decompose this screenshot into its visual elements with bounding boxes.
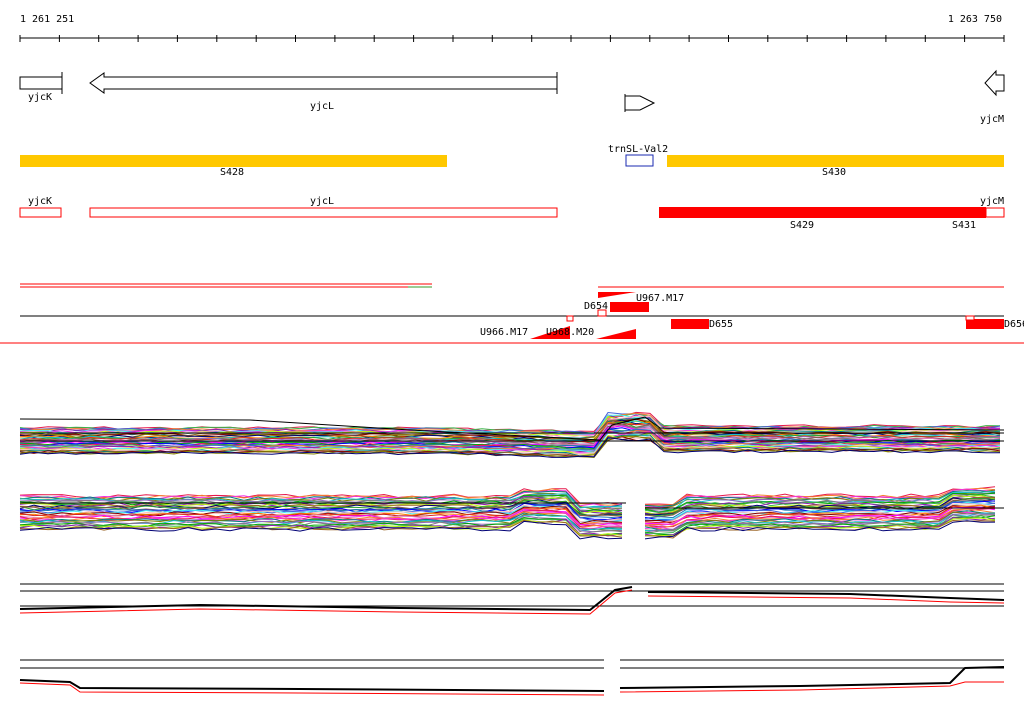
profile-1-trace — [19, 437, 1001, 458]
profile-3-trace — [647, 591, 1005, 601]
feature-D656-box — [965, 315, 975, 321]
cds-yjcL-label: yjcL — [310, 196, 334, 207]
gene-trna-arrow — [624, 95, 656, 111]
profile-2-trace-right — [644, 500, 996, 519]
profile-2-trace-left — [19, 520, 623, 540]
profile-4-trace — [619, 681, 1004, 693]
profile-2-trace-right — [644, 492, 996, 513]
profile-3-trace — [19, 586, 633, 612]
feature-D655-label: D655 — [709, 319, 733, 330]
cds-S429-label: S429 — [790, 220, 814, 231]
transcript-trnSL-Val2-box[interactable] — [625, 154, 654, 167]
profile-1-trace — [19, 431, 1001, 455]
profile-2-trace-left — [19, 495, 623, 514]
gene-yjcM-label: yjcM — [980, 114, 1004, 125]
feature-U967-wedge[interactable] — [598, 292, 636, 298]
profile-2-trace-left — [19, 516, 623, 536]
profile-2-trace-right — [644, 511, 996, 532]
profile-2-trace-right — [644, 514, 995, 534]
profile-2-trace-right — [644, 519, 996, 539]
transcript-track: S428 trnSL-Val2 S430 — [20, 144, 1004, 178]
gene-trna[interactable] — [624, 94, 656, 112]
feature-small-box-left[interactable] — [566, 315, 574, 322]
profile-4-trace — [619, 666, 1005, 689]
profile-4-trace — [19, 682, 605, 696]
cds-S431-label: S431 — [952, 220, 976, 231]
profile-2-trace-left — [19, 508, 623, 527]
profile-2-trace-left — [19, 519, 623, 538]
feature-U967-label: U967.M17 — [636, 293, 684, 304]
profile-2-trace-right — [644, 505, 996, 524]
feature-U966-label: U966.M17 — [480, 327, 528, 338]
cds-yjcM-box[interactable] — [985, 207, 1005, 218]
feature-D654-box[interactable] — [597, 309, 607, 317]
coordinate-ruler: 1 261 251 1 263 750 — [19, 14, 1005, 42]
gene-track: yjcK yjcL yjcM — [19, 69, 1005, 125]
feature-D654-bar[interactable] — [610, 302, 649, 312]
gene-yjcL-label: yjcL — [310, 101, 334, 112]
feature-U968-wedge[interactable] — [596, 329, 636, 339]
profile-1-trace — [19, 435, 1001, 457]
gene-yjcL[interactable]: yjcL — [89, 72, 558, 112]
cds-yjcL-box[interactable] — [89, 207, 558, 218]
transcript-S428-label: S428 — [220, 167, 244, 178]
feature-track: U967.M17 D654 U966.M17 U968.M20 D655 D65… — [0, 283, 1024, 344]
profile-2-trace-left — [19, 490, 623, 508]
gene-yjcM-arrow — [984, 69, 1005, 97]
profile-2-trace-right — [644, 520, 996, 540]
profile-2-trace-left — [19, 515, 623, 533]
profile-2-trace-left — [19, 512, 623, 531]
transcript-trnSL-Val2-label: trnSL-Val2 — [608, 144, 668, 155]
feature-D654-label: D654 — [584, 301, 608, 312]
cds-S429-bar[interactable] — [659, 207, 986, 218]
feature-U968-label: U968.M20 — [546, 327, 594, 338]
gene-yjcM[interactable]: yjcM — [980, 69, 1005, 125]
expression-profiles — [19, 411, 1005, 696]
ruler-ticks — [19, 35, 1005, 42]
cds-yjcK-box[interactable] — [19, 207, 62, 218]
profile-2-trace-left — [19, 499, 623, 516]
feature-D656-label: D656 — [1004, 319, 1024, 330]
profile-2-trace-right — [644, 515, 996, 535]
profile-2-trace-left — [19, 497, 623, 517]
transcript-S430-label: S430 — [822, 167, 846, 178]
feature-U966-wedge[interactable] — [530, 326, 570, 339]
gene-yjcL-arrow — [89, 72, 558, 94]
profile-2-trace-right — [644, 503, 996, 524]
profile-3-trace — [19, 589, 633, 615]
feature-D655-bar[interactable] — [671, 319, 709, 329]
ruler-start-label: 1 261 251 — [20, 14, 74, 25]
cds-yjcK-label: yjcK — [28, 196, 52, 207]
profile-2-trace-left — [19, 494, 623, 512]
gene-yjcK-label: yjcK — [28, 92, 52, 103]
transcript-S428-bar[interactable] — [20, 155, 447, 167]
gene-yjcK[interactable]: yjcK — [19, 72, 63, 103]
ruler-end-label: 1 263 750 — [948, 14, 1002, 25]
gene-yjcK-shape — [19, 76, 63, 90]
profile-2-trace-right — [644, 507, 996, 528]
cds-yjcM-label: yjcM — [980, 196, 1004, 207]
profile-3-trace — [647, 595, 1005, 604]
cds-track: yjcK yjcL yjcM S429 S431 — [19, 196, 1005, 231]
feature-D656-bar[interactable] — [966, 319, 1004, 329]
profile-4-trace — [19, 679, 605, 692]
transcript-S430-bar[interactable] — [667, 155, 1004, 167]
